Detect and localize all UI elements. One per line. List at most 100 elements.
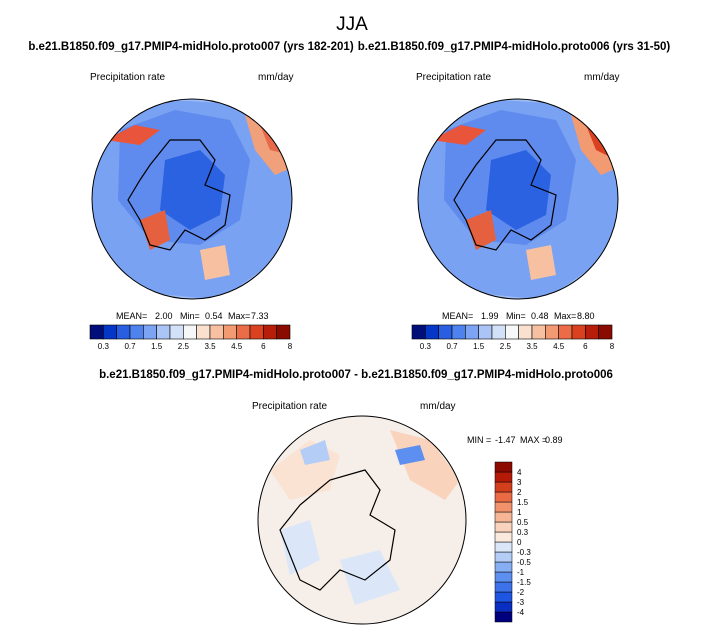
colorbar-swatch [478, 324, 493, 340]
panel-2-field-arctic-low [486, 150, 551, 230]
colorbar-tick-label: 1.5 [517, 498, 529, 507]
panel-1-max-value: 7.33 [251, 311, 269, 321]
colorbar-swatch [505, 324, 519, 340]
colorbar-tick-label: 2 [517, 488, 522, 497]
colorbar-tick-label: 2.5 [178, 342, 190, 351]
colorbar-tick-label: 4 [517, 468, 522, 477]
panel-3: b.e21.B1850.f09_g17.PMIP4-midHolo.proto0… [99, 369, 613, 625]
panel-1-units-label: mm/day [258, 72, 294, 83]
panel-2-title: b.e21.B1850.f09_g17.PMIP4-midHolo.proto0… [358, 41, 671, 53]
panel-1-min-value: 0.54 [205, 311, 223, 321]
colorbar-swatch [494, 541, 513, 553]
colorbar-tick-label: 1.5 [473, 342, 485, 351]
colorbar-tick-label: 0.3 [517, 528, 529, 537]
panel-1: b.e21.B1850.f09_g17.PMIP4-midHolo.proto0… [28, 41, 354, 351]
colorbar-swatch [183, 324, 197, 340]
panel-1-title: b.e21.B1850.f09_g17.PMIP4-midHolo.proto0… [28, 41, 354, 53]
colorbar-swatch [209, 324, 224, 340]
colorbar-tick-label: 0.7 [446, 342, 458, 351]
colorbar-swatch [598, 324, 613, 340]
panel-3-field-negative-2 [395, 445, 425, 465]
colorbar-tick-label: -4 [517, 608, 525, 617]
colorbar-tick-label: 3 [517, 478, 522, 487]
colorbar-tick-label: 8 [288, 342, 293, 351]
colorbar-tick-label: 4.5 [231, 342, 243, 351]
panel-2-max-label: Max= [554, 311, 576, 321]
colorbar-swatch [494, 491, 513, 503]
panel-2-map [417, 98, 619, 300]
colorbar-swatch [494, 601, 513, 613]
colorbar-tick-label: 4.5 [553, 342, 565, 351]
season-title: JJA [336, 14, 368, 35]
panel-2-max-value: 8.80 [577, 311, 595, 321]
panel-2-mean-value: 1.99 [481, 311, 499, 321]
panel-3-field-negative-1 [300, 440, 330, 465]
panel-1-stats: MEAN= 2.00 Min= 0.54 Max= 7.33 [116, 311, 269, 321]
panel-1-max-label: Max= [228, 311, 250, 321]
panel-1-field-pacific-high [105, 125, 160, 145]
colorbar-tick-label: 0.3 [420, 342, 432, 351]
panel-3-min-value: -1.47 [495, 435, 516, 445]
panel-2-variable-label: Precipitation rate [416, 72, 491, 83]
colorbar-tick-label: -1 [517, 568, 525, 577]
colorbar-swatch [129, 324, 144, 340]
colorbar-tick-label: 0 [517, 538, 522, 547]
panel-3-map [257, 415, 467, 625]
colorbar-swatch [494, 471, 513, 483]
colorbar-swatch [116, 324, 131, 340]
panel-3-field-negative-3 [280, 520, 320, 575]
colorbar-tick-label: 6 [261, 342, 266, 351]
panel-2-map-border [417, 98, 619, 300]
colorbar-swatch [494, 561, 513, 573]
panel-1-coastline [127, 139, 231, 251]
colorbar-tick-label: 1.5 [151, 342, 163, 351]
colorbar-tick-label: 3.5 [526, 342, 538, 351]
colorbar-swatch [438, 324, 453, 340]
panel-1-colorbar: 0.3 0.7 1.5 2.5 3.5 4.5 6 8 [89, 324, 293, 351]
panel-2-units-label: mm/day [584, 72, 620, 83]
colorbar-swatch [518, 324, 533, 340]
colorbar-tick-label: -0.3 [517, 548, 531, 557]
colorbar-swatch [494, 481, 513, 493]
colorbar-tick-label: -2 [517, 588, 525, 597]
colorbar-swatch [494, 591, 513, 603]
panel-3-stats: MIN = -1.47 MAX = 0.89 [467, 435, 563, 445]
colorbar-tick-label: -1.5 [517, 578, 531, 587]
colorbar-swatch [425, 324, 439, 340]
panel-2-colorbar: 0.3 0.7 1.5 2.5 3.5 4.5 6 8 [411, 324, 615, 351]
colorbar-swatch [494, 611, 513, 623]
panel-1-min-label: Min= [180, 311, 200, 321]
colorbar-swatch [494, 581, 513, 593]
colorbar-swatch [465, 324, 479, 340]
panel-1-field-arctic-low [160, 150, 225, 230]
colorbar-tick-label: 8 [610, 342, 615, 351]
colorbar-tick-label: -3 [517, 598, 525, 607]
colorbar-swatch [494, 521, 513, 533]
panel-3-max-value: 0.89 [545, 435, 563, 445]
panel-2-field-pacific-high [431, 125, 486, 145]
panel-3-coastline [279, 469, 396, 591]
colorbar-swatch [411, 324, 426, 340]
panel-1-variable-label: Precipitation rate [90, 72, 165, 83]
colorbar-swatch [263, 324, 277, 340]
colorbar-swatch [196, 324, 211, 340]
colorbar-swatch [494, 511, 513, 523]
colorbar-tick-label: 2.5 [500, 342, 512, 351]
colorbar-swatch [571, 324, 586, 340]
panel-1-field-europe-high [200, 245, 230, 280]
colorbar-swatch [558, 324, 573, 340]
panel-2: b.e21.B1850.f09_g17.PMIP4-midHolo.proto0… [358, 41, 671, 351]
colorbar-swatch [494, 531, 513, 543]
panel-1-map [91, 98, 293, 300]
panel-3-variable-label: Precipitation rate [252, 401, 327, 412]
colorbar-swatch [169, 324, 184, 340]
colorbar-swatch [494, 571, 513, 583]
colorbar-swatch [451, 324, 466, 340]
panel-3-units-label: mm/day [420, 401, 456, 412]
colorbar-swatch [545, 324, 559, 340]
colorbar-swatch [223, 324, 237, 340]
panel-2-mean-label: MEAN= [442, 311, 473, 321]
panel-2-min-value: 0.48 [531, 311, 549, 321]
